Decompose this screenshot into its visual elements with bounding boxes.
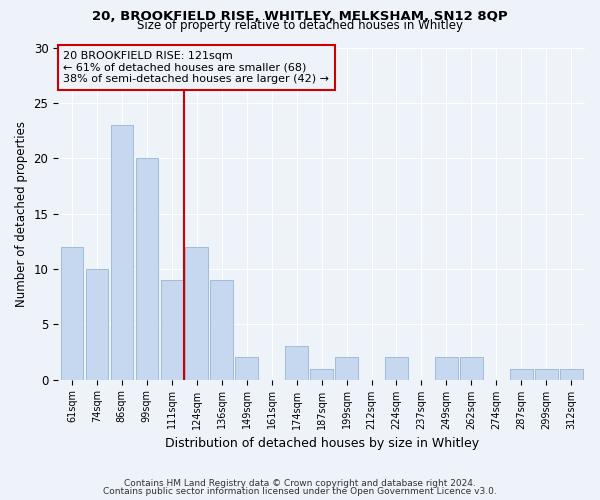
Bar xyxy=(86,269,108,380)
Bar xyxy=(535,368,557,380)
Bar xyxy=(510,368,533,380)
Text: Contains public sector information licensed under the Open Government Licence v3: Contains public sector information licen… xyxy=(103,487,497,496)
Bar xyxy=(110,125,133,380)
Bar xyxy=(211,280,233,380)
Bar xyxy=(136,158,158,380)
Bar xyxy=(385,358,408,380)
Bar xyxy=(286,346,308,380)
Bar xyxy=(335,358,358,380)
Bar xyxy=(435,358,458,380)
Bar xyxy=(161,280,183,380)
Bar xyxy=(235,358,258,380)
Bar xyxy=(61,246,83,380)
Text: 20, BROOKFIELD RISE, WHITLEY, MELKSHAM, SN12 8QP: 20, BROOKFIELD RISE, WHITLEY, MELKSHAM, … xyxy=(92,10,508,23)
Bar xyxy=(185,246,208,380)
Text: 20 BROOKFIELD RISE: 121sqm
← 61% of detached houses are smaller (68)
38% of semi: 20 BROOKFIELD RISE: 121sqm ← 61% of deta… xyxy=(64,51,329,84)
Bar xyxy=(560,368,583,380)
Bar xyxy=(460,358,482,380)
X-axis label: Distribution of detached houses by size in Whitley: Distribution of detached houses by size … xyxy=(164,437,479,450)
Y-axis label: Number of detached properties: Number of detached properties xyxy=(15,120,28,306)
Text: Size of property relative to detached houses in Whitley: Size of property relative to detached ho… xyxy=(137,18,463,32)
Text: Contains HM Land Registry data © Crown copyright and database right 2024.: Contains HM Land Registry data © Crown c… xyxy=(124,478,476,488)
Bar xyxy=(310,368,333,380)
